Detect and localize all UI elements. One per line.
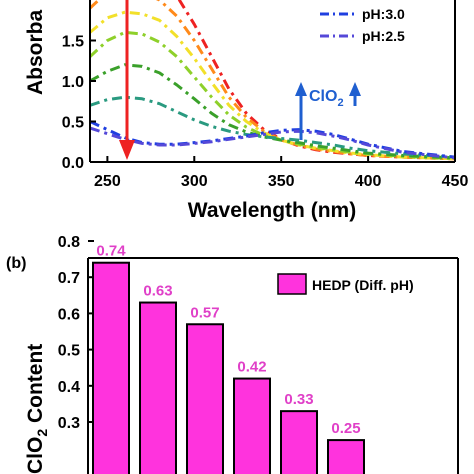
- clo2-annotation: ClO2: [309, 88, 344, 109]
- a-y-tick-label: 1.5: [62, 34, 84, 51]
- bar-value-label: 0.33: [284, 391, 313, 408]
- bar-value-label: 0.63: [143, 283, 172, 300]
- bar-value-label: 0.57: [190, 304, 219, 321]
- spectrum-line-6: [90, 95, 455, 159]
- bar-value-label: 0.42: [237, 359, 266, 376]
- legend-label-hedp: HEDP (Diff. pH): [312, 277, 414, 293]
- a-y-ticks: 0.0 0.5 1.0 1.5: [62, 34, 96, 172]
- b-y-tick-label: 0.5: [58, 343, 80, 360]
- bar-4: [233, 377, 271, 474]
- legend-label-ph25: pH:2.5: [362, 28, 405, 44]
- a-x-tick-label: 400: [355, 173, 382, 190]
- a-x-axis-label: Wavelength (nm): [188, 199, 356, 222]
- a-y-tick-label: 1.0: [62, 74, 84, 91]
- spectra-lines: [90, 0, 455, 161]
- b-y-tick-label: 0.7: [58, 270, 80, 287]
- a-x-tick-label: 450: [442, 173, 469, 190]
- spectrum-line-2: [90, 0, 455, 161]
- bars: 0.74 0.63 0.57 0.42 0.33 0.25: [92, 243, 365, 474]
- a-y-axis-label: Absorba: [24, 10, 47, 96]
- spectrum-line-5: [90, 63, 455, 160]
- a-x-tick-label: 250: [94, 173, 121, 190]
- a-x-ticks: 250 300 350 400 450: [94, 156, 468, 190]
- bar-6: [327, 439, 365, 474]
- increase-arrows: [295, 82, 361, 140]
- absorbance-chart: 0.0 0.5 1.0 1.5 250 300 350 400 450 Absorba Wav…: [24, 0, 468, 222]
- a-y-tick-label: 0.5: [62, 115, 84, 132]
- a-legend: pH:3.0 pH:2.5: [320, 6, 405, 44]
- legend-label-ph30: pH:3.0: [362, 6, 405, 22]
- b-y-axis-label: ClO2 Content: [24, 344, 50, 474]
- bar-value-label: 0.25: [331, 420, 360, 437]
- bar-2: [139, 301, 177, 474]
- legend-swatch-hedp: [277, 273, 307, 295]
- a-y-tick-label: 0.0: [62, 155, 84, 172]
- spectrum-line-4: [90, 30, 455, 161]
- panel-label-b: (b): [6, 255, 26, 272]
- bar-value-label: 0.74: [96, 243, 126, 260]
- decrease-arrow: [119, 0, 135, 160]
- a-x-tick-label: 300: [181, 173, 208, 190]
- clo2-content-chart: (b) 0.740.630.570.420.330.25 0.30.40.50.…: [6, 234, 459, 474]
- a-x-tick-label: 350: [268, 173, 295, 190]
- b-y-ticks: 0.3 0.4 0.5 0.6 0.7 0.8: [58, 234, 94, 432]
- bar-3: [186, 323, 224, 474]
- spectrum-line-7: [90, 120, 455, 159]
- spectrum-line-3: [90, 10, 455, 161]
- b-y-tick-label: 0.3: [58, 415, 80, 432]
- b-y-tick-label: 0.6: [58, 306, 80, 323]
- b-y-tick-label: 0.4: [58, 379, 80, 396]
- bar-5: [280, 410, 318, 474]
- bar-1: [92, 261, 130, 474]
- spectrum-line-8: [90, 126, 455, 160]
- b-legend: HEDP (Diff. pH): [277, 273, 414, 295]
- b-y-tick-label: 0.8: [58, 234, 80, 251]
